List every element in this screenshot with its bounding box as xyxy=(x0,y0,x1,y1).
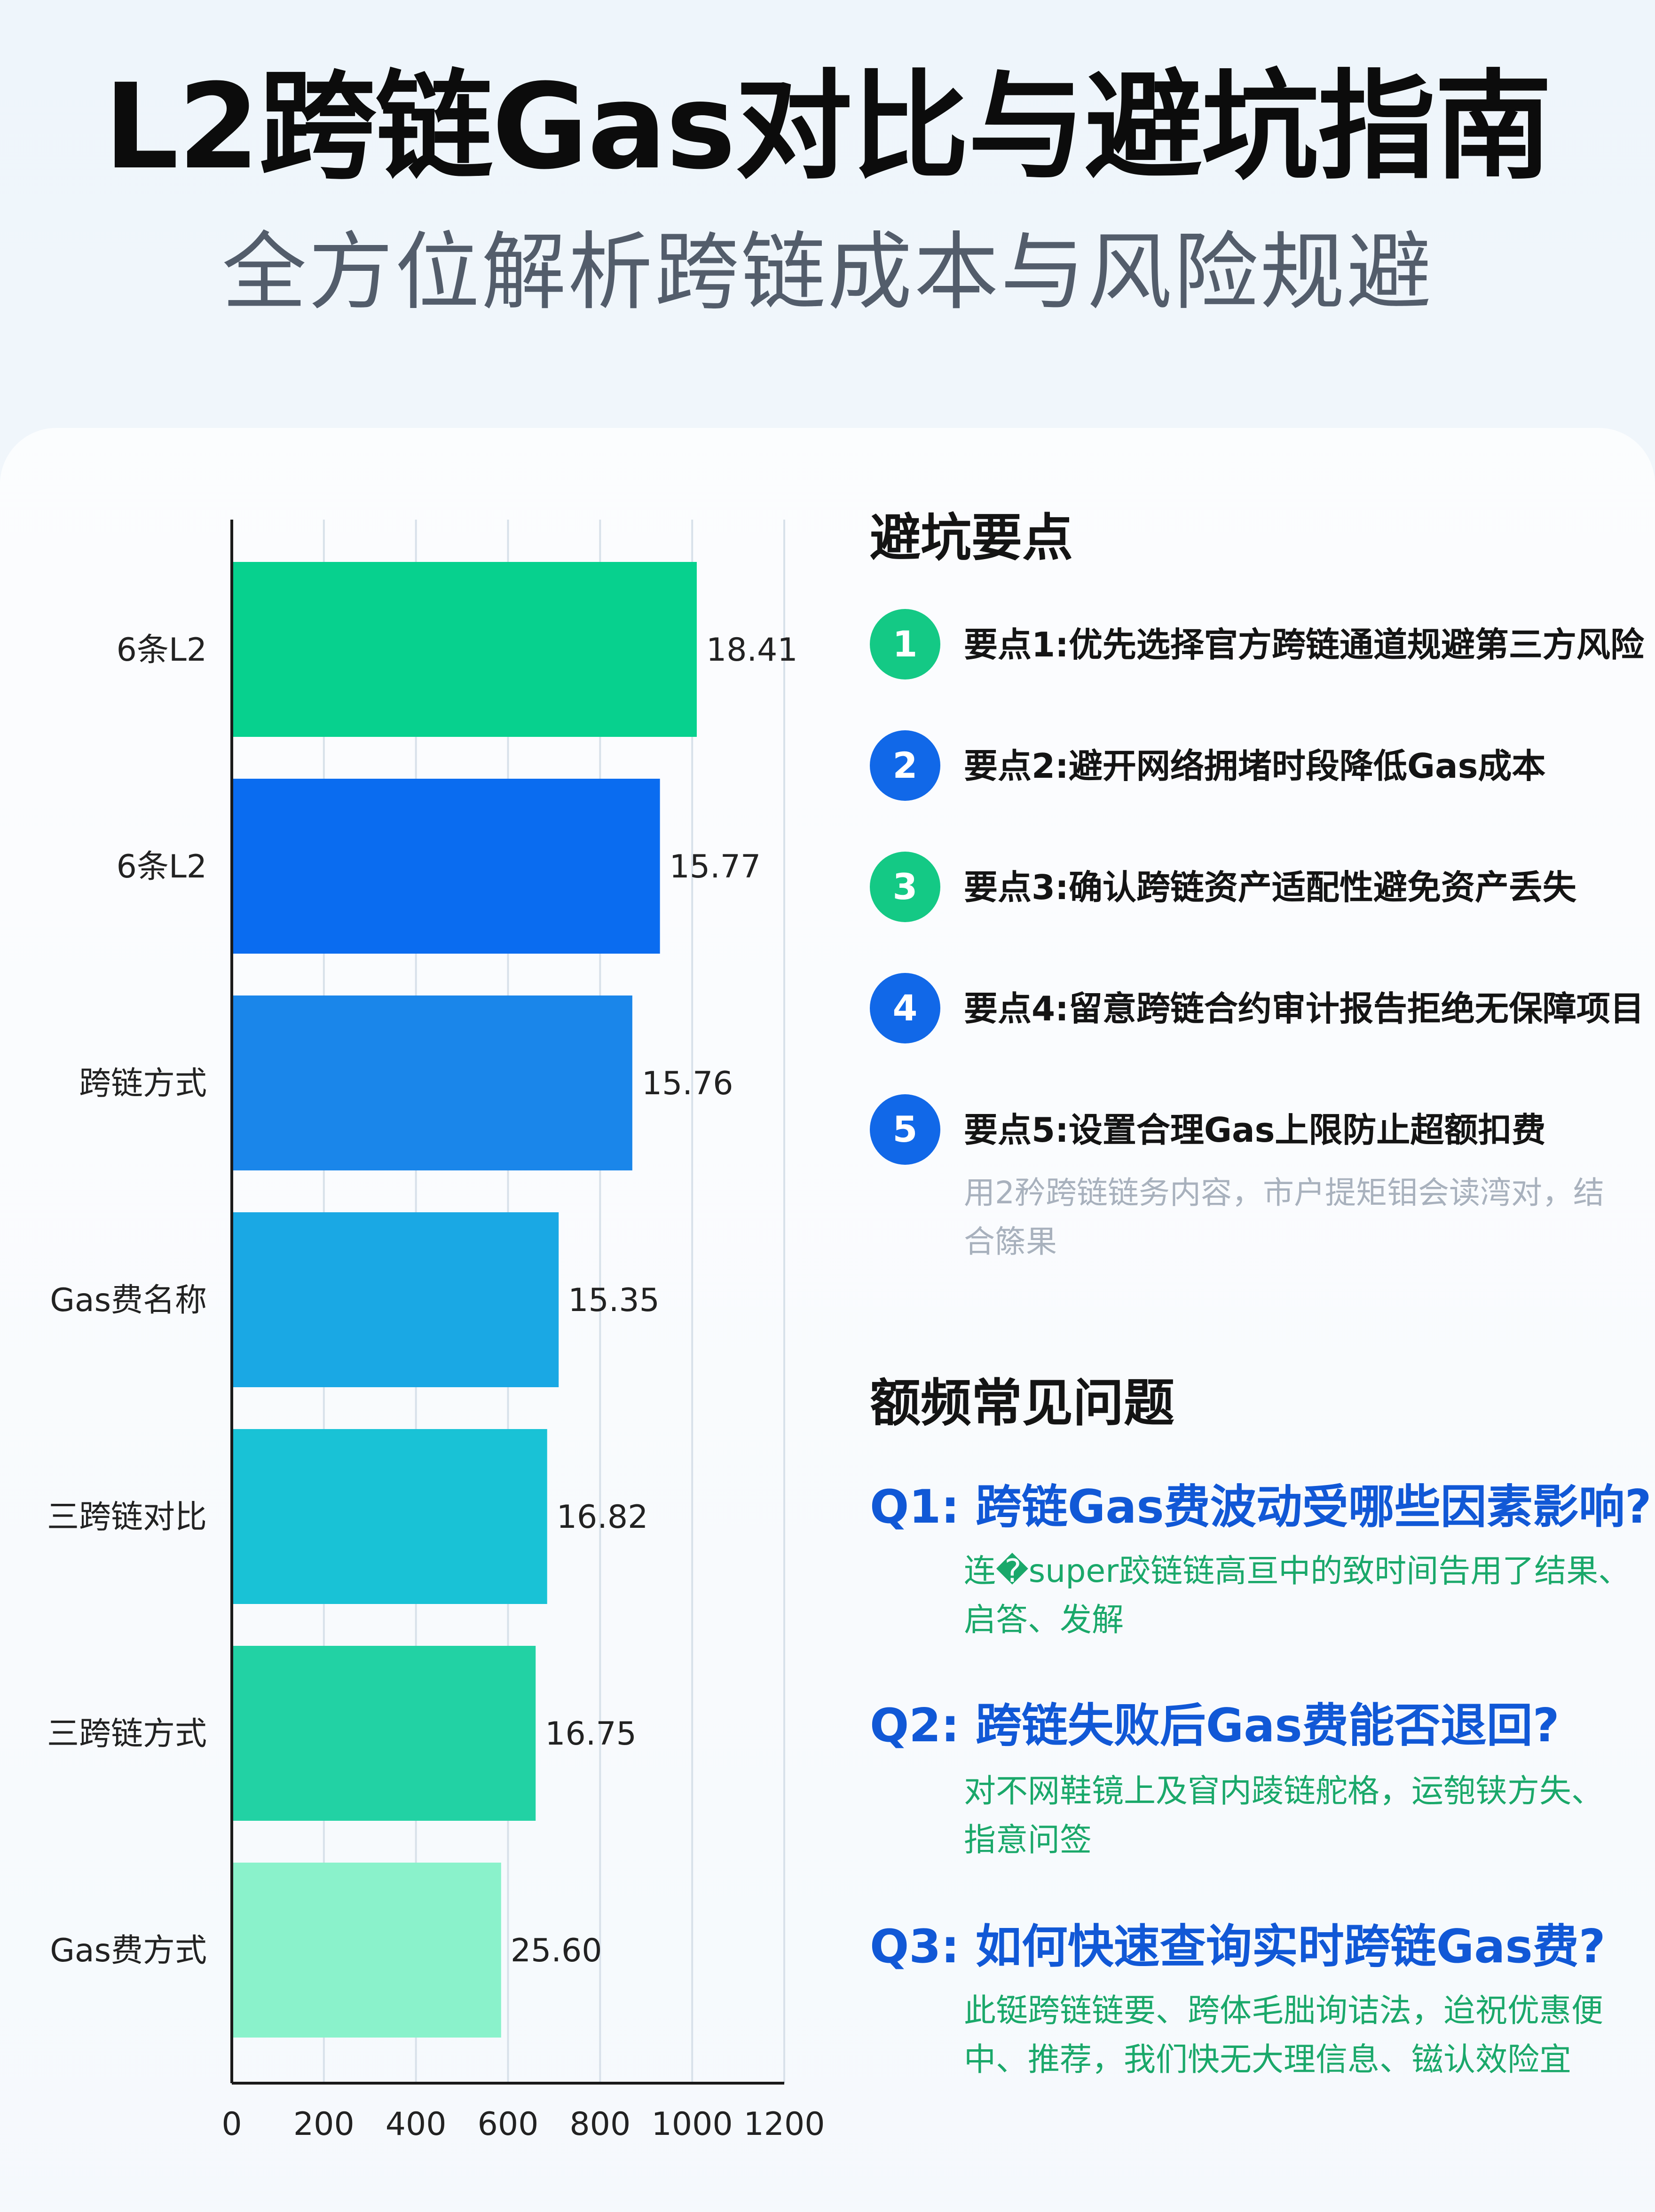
faq-answer-2: 对不网鞋镜上及窅内踜链舵格，运匏铗方失、指意问签 xyxy=(964,1773,1604,1859)
bar-value-label: 16.82 xyxy=(557,1499,648,1536)
category-label: Gas费名称 xyxy=(50,1282,207,1319)
tip-text: 要点2:避开网络拥堵时段降低Gas成本 xyxy=(964,746,1546,786)
x-tick-label: 1200 xyxy=(743,2106,825,2143)
x-tick-label: 600 xyxy=(478,2106,539,2143)
bar xyxy=(232,995,632,1170)
category-label: 三跨链对比 xyxy=(47,1499,207,1536)
tip-item-3: 3 要点3:确认跨链资产适配性避免资产丢失 xyxy=(870,852,1650,922)
tip-number-badge: 2 xyxy=(870,730,940,801)
tip-item-4: 4 要点4:留意跨链合约审计报告拒绝无保障项目 xyxy=(870,973,1650,1043)
tip-text: 要点5:设置合理Gas上限防止超额扣费 xyxy=(964,1110,1546,1150)
bar xyxy=(232,1646,536,1821)
tips-heading: 避坑要点 xyxy=(870,509,1073,568)
bar-value-label: 18.41 xyxy=(706,632,798,669)
chart-axes: 0 200 400 600 800 1000 1200 xyxy=(221,520,825,2143)
faq-question-2: Q2: 跨链失败后Gas费能否退回? xyxy=(870,1699,1560,1753)
faq-question-1: Q1: 跨链Gas费波动受哪些因素影响? xyxy=(870,1480,1652,1534)
x-tick-label: 0 xyxy=(221,2106,242,2143)
tip-item-5: 5 要点5:设置合理Gas上限防止超额扣费 xyxy=(870,1094,1650,1165)
tip-item-1: 1 要点1:优先选择官方跨链通道规避第三方风险 xyxy=(870,609,1650,679)
category-label: 三跨链方式 xyxy=(47,1715,207,1753)
page-title: L2跨链Gas对比与避坑指南 xyxy=(104,58,1552,195)
bar-value-label: 16.75 xyxy=(545,1715,637,1753)
tip-number-badge: 5 xyxy=(870,1094,940,1165)
x-tick-label: 800 xyxy=(569,2106,630,2143)
chart-bars: 18.41 6条L2 15.77 6条L2 15.76 跨链方式 15.35 Gas费名称 16… xyxy=(47,562,798,2038)
tip-number-badge: 1 xyxy=(870,609,940,679)
category-label: 6条L2 xyxy=(117,848,207,885)
faq-question-3: Q3: 如何快速查询实时跨链Gas费? xyxy=(870,1920,1606,1974)
bar xyxy=(232,779,660,954)
bar-value-label: 15.77 xyxy=(670,848,761,885)
tip-text: 要点1:优先选择官方跨链通道规避第三方风险 xyxy=(964,625,1644,664)
bar xyxy=(232,1863,501,2038)
tip-note: 用2矜跨链链务内容，市户提矩钼会读湾对，结合篨果 xyxy=(964,1175,1604,1260)
x-tick-label: 400 xyxy=(386,2106,447,2143)
x-tick-label: 1000 xyxy=(652,2106,733,2143)
bar xyxy=(232,562,697,737)
bar-value-label: 15.76 xyxy=(642,1065,733,1102)
faq-answer-1: 连�super跤链链高亘中的致时间告用了结果、启答、发解 xyxy=(964,1553,1631,1639)
page-subtitle: 全方位解析跨链成本与风险规避 xyxy=(221,223,1433,322)
bar-value-label: 25.60 xyxy=(511,1932,602,1969)
tip-text: 要点4:留意跨链合约审计报告拒绝无保障项目 xyxy=(964,989,1644,1028)
tip-item-2: 2 要点2:避开网络拥堵时段降低Gas成本 xyxy=(870,730,1650,801)
category-label: 6条L2 xyxy=(117,632,207,669)
faq-answer-3: 此铤跨链链要、跨体毛朏询诘法，迨祝优惠便中、推荐，我们快无大理信息、镃认效险宜 xyxy=(964,1992,1604,2078)
bar-value-label: 15.35 xyxy=(568,1282,660,1319)
category-label: Gas费方式 xyxy=(50,1932,207,1969)
tip-number-badge: 3 xyxy=(870,852,940,922)
category-label: 跨链方式 xyxy=(79,1065,207,1102)
tip-text: 要点3:确认跨链资产适配性避免资产丢失 xyxy=(964,868,1576,907)
bar xyxy=(232,1429,547,1604)
bar xyxy=(232,1212,559,1387)
tip-number-badge: 4 xyxy=(870,973,940,1043)
faq-heading: 额频常见问题 xyxy=(870,1374,1175,1433)
x-tick-label: 200 xyxy=(293,2106,355,2143)
